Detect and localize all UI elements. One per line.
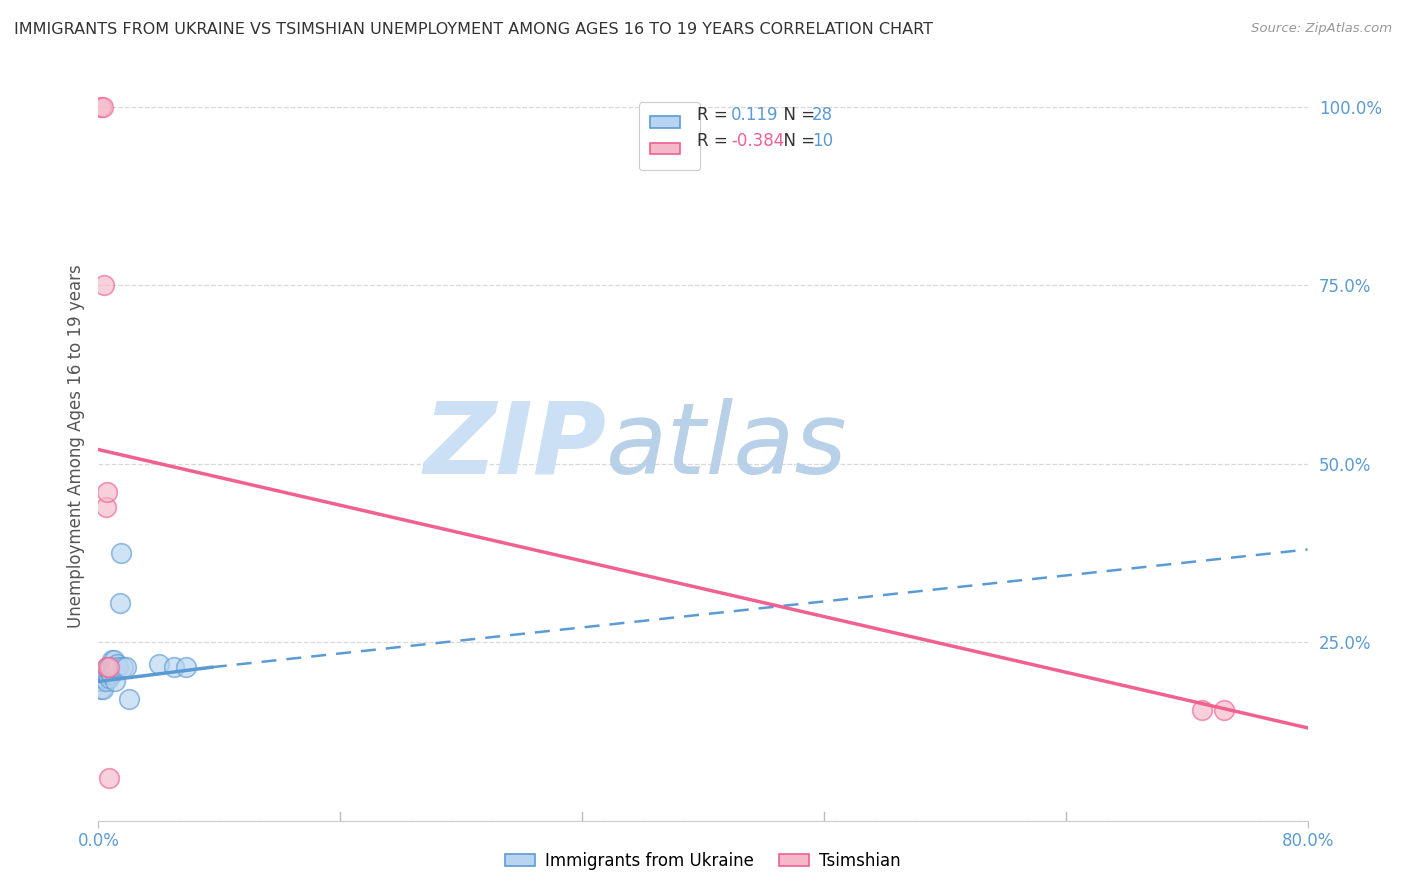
Point [98,771,121,785]
Point [90,100,112,114]
Point [98,660,121,674]
Text: N =: N = [773,106,821,124]
Text: -0.384: -0.384 [731,132,785,150]
Point [107,660,129,674]
Point [90,681,112,696]
Point [93,278,115,293]
Text: N =: N = [773,132,821,150]
Point [1191,703,1213,717]
Point [94,667,117,681]
Text: IMMIGRANTS FROM UKRAINE VS TSIMSHIAN UNEMPLOYMENT AMONG AGES 16 TO 19 YEARS CORR: IMMIGRANTS FROM UKRAINE VS TSIMSHIAN UNE… [14,22,934,37]
Point [108,596,131,610]
Point [100,667,122,681]
Point [105,657,128,671]
Point [91,100,114,114]
Point [110,546,132,560]
Point [163,660,186,674]
Text: 28: 28 [811,106,832,124]
Point [91,681,114,696]
Point [114,660,136,674]
Point [93,671,115,685]
Point [96,660,118,674]
Text: atlas: atlas [606,398,848,494]
Point [96,485,118,500]
Legend: , : , [638,103,700,169]
Point [94,674,117,689]
Point [103,653,125,667]
Point [101,660,124,674]
Point [148,657,170,671]
Text: Source: ZipAtlas.com: Source: ZipAtlas.com [1251,22,1392,36]
Point [1213,703,1236,717]
Point [101,653,124,667]
Point [103,660,125,674]
Text: R =: R = [697,106,733,124]
Point [111,660,134,674]
Point [118,692,141,706]
Text: R =: R = [697,132,733,150]
Point [96,667,118,681]
Text: ZIP: ZIP [423,398,606,494]
Point [104,660,127,674]
Point [174,660,197,674]
Y-axis label: Unemployment Among Ages 16 to 19 years: Unemployment Among Ages 16 to 19 years [66,264,84,628]
Point [104,674,127,689]
Point [98,664,121,678]
Point [90,674,112,689]
Point [100,660,122,674]
Point [96,660,118,674]
Legend: Immigrants from Ukraine, Tsimshian: Immigrants from Ukraine, Tsimshian [499,846,907,877]
Text: 0.119: 0.119 [731,106,779,124]
Point [98,671,121,685]
Text: 10: 10 [811,132,832,150]
Point [94,500,117,514]
